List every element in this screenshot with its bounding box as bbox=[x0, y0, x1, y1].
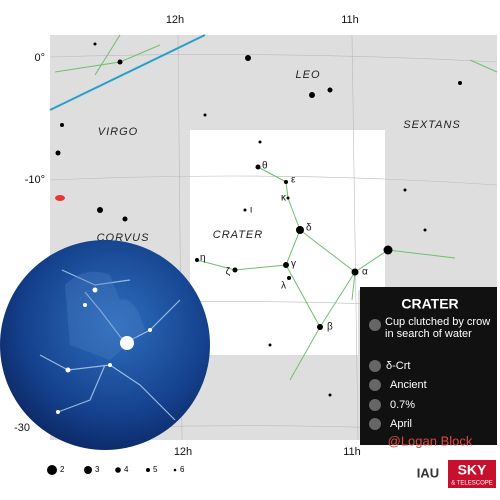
star-label: α bbox=[362, 267, 368, 278]
ra-label: 12h bbox=[174, 446, 192, 458]
panel-brightest: δ-Crt bbox=[386, 360, 410, 372]
ecliptic bbox=[49, 34, 206, 111]
panel-area: 0.7% bbox=[390, 399, 415, 411]
sky-logo: SKY bbox=[458, 462, 487, 478]
dec-label: -10° bbox=[25, 174, 45, 186]
legend-label: 2 bbox=[60, 465, 65, 474]
panel-myth: Cup clutched by crow in search of water bbox=[385, 316, 491, 340]
constellation-name: SEXTANS bbox=[403, 119, 461, 131]
star-label: θ bbox=[262, 161, 268, 172]
globe-inset bbox=[0, 240, 210, 450]
legend-label: 4 bbox=[124, 465, 129, 474]
panel-myth-box: Cup clutched by crow in search of water bbox=[385, 316, 491, 340]
star-label: ε bbox=[291, 175, 296, 186]
info-panel: CRATER Cup clutched by crow in search of… bbox=[360, 287, 497, 445]
constellation-name: VIRGO bbox=[98, 126, 138, 138]
ra-label: 11h bbox=[343, 446, 361, 458]
panel-month: April bbox=[390, 418, 412, 430]
star-label: γ bbox=[291, 259, 296, 270]
constellation-name: CRATER bbox=[213, 229, 263, 241]
star-label: η bbox=[200, 253, 206, 264]
panel-title: CRATER bbox=[401, 296, 458, 312]
star-label: δ bbox=[306, 223, 312, 234]
galaxy-marker bbox=[55, 195, 65, 201]
star-label: κ bbox=[281, 193, 287, 204]
star-label: λ bbox=[281, 281, 286, 292]
sky-logo-sub: & TELESCOPE bbox=[451, 481, 493, 487]
stars bbox=[55, 42, 462, 398]
iau-logo: IAU bbox=[417, 465, 439, 480]
magnitude-legend: 2 3 4 5 6 bbox=[47, 465, 185, 475]
dec-label: 0° bbox=[34, 52, 45, 64]
legend-label: 3 bbox=[95, 465, 100, 474]
crater-boundary bbox=[190, 130, 385, 355]
panel-origin: Ancient bbox=[390, 379, 427, 391]
legend-label: 5 bbox=[153, 465, 158, 474]
legend-label: 6 bbox=[180, 465, 185, 474]
constellation-name: LEO bbox=[295, 69, 320, 81]
sky-logo-bg bbox=[448, 460, 496, 488]
watermark: @Logan Block bbox=[388, 433, 473, 448]
star-label: ι bbox=[250, 205, 252, 216]
ra-label: 12h bbox=[166, 14, 184, 26]
star-label: β bbox=[327, 322, 333, 333]
dec-label: -30 bbox=[14, 422, 30, 434]
ra-label: 11h bbox=[341, 14, 359, 26]
star-label: ζ bbox=[226, 267, 231, 278]
